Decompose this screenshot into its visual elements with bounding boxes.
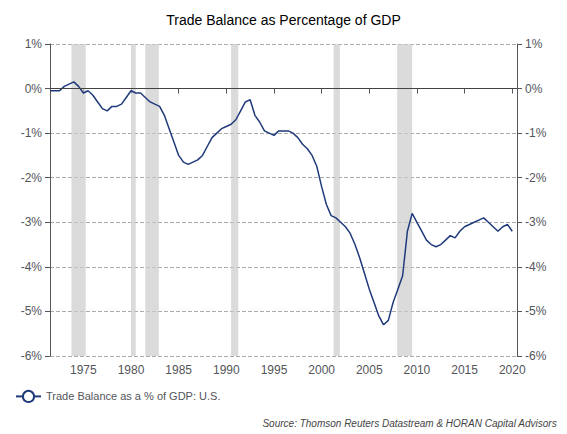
svg-text:-1%: -1% [21, 126, 43, 140]
svg-text:2005: 2005 [356, 363, 383, 377]
svg-text:-5%: -5% [21, 304, 43, 318]
svg-text:1995: 1995 [261, 363, 288, 377]
svg-text:-6%: -6% [21, 349, 43, 363]
svg-text:1990: 1990 [213, 363, 240, 377]
svg-text:0%: 0% [25, 82, 43, 96]
svg-text:2015: 2015 [451, 363, 478, 377]
svg-text:-4%: -4% [21, 260, 43, 274]
svg-text:-3%: -3% [21, 215, 43, 229]
svg-text:1%: 1% [525, 37, 543, 51]
svg-text:-1%: -1% [525, 126, 547, 140]
svg-text:Source: Thomson Reuters Datast: Source: Thomson Reuters Datastream & HOR… [262, 418, 556, 429]
svg-text:-2%: -2% [21, 171, 43, 185]
svg-text:-3%: -3% [525, 215, 547, 229]
svg-text:Trade Balance as a % of GDP: U: Trade Balance as a % of GDP: U.S. [46, 390, 220, 402]
svg-text:2020: 2020 [499, 363, 526, 377]
svg-text:2000: 2000 [308, 363, 335, 377]
svg-text:-6%: -6% [525, 349, 547, 363]
svg-text:-4%: -4% [525, 260, 547, 274]
svg-text:0%: 0% [525, 82, 543, 96]
svg-text:1980: 1980 [118, 363, 145, 377]
svg-text:1%: 1% [25, 37, 43, 51]
svg-text:-2%: -2% [525, 171, 547, 185]
svg-text:1975: 1975 [70, 363, 97, 377]
svg-text:1985: 1985 [165, 363, 192, 377]
svg-text:-5%: -5% [525, 304, 547, 318]
svg-text:Trade Balance as Percentage of: Trade Balance as Percentage of GDP [166, 12, 401, 28]
svg-text:2010: 2010 [404, 363, 431, 377]
